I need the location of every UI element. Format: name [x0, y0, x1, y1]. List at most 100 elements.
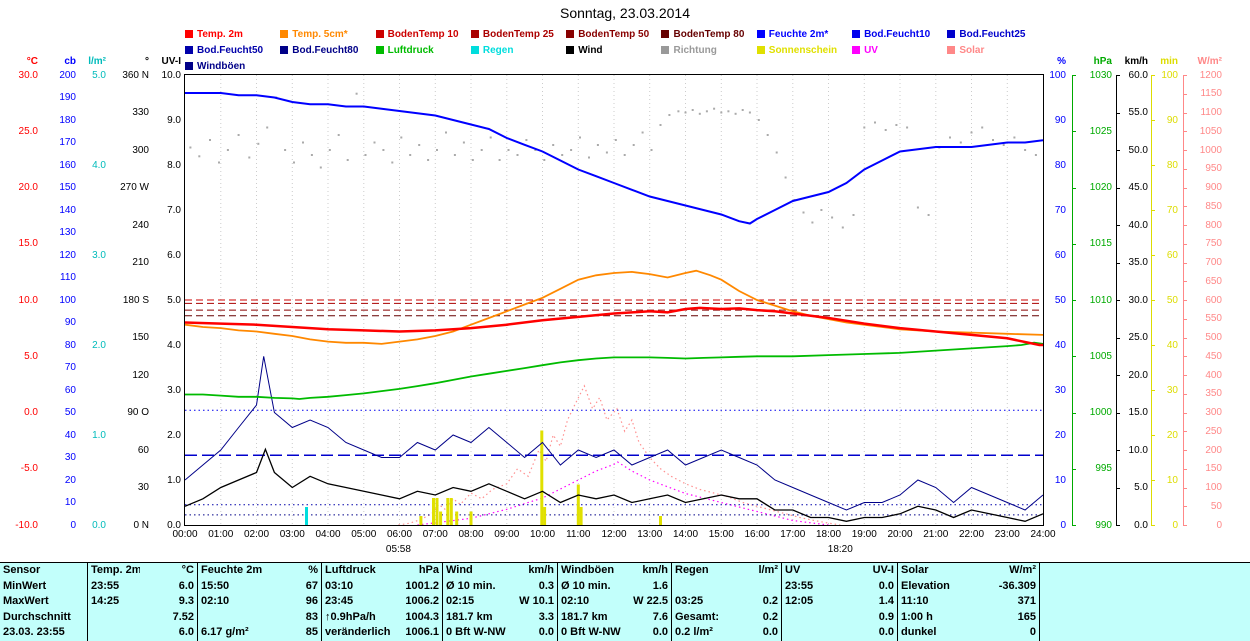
legend-label: Wind — [578, 44, 603, 56]
table-cell: 1006.1 — [395, 625, 443, 641]
axis-tick-cb: 150 — [59, 182, 76, 193]
axis-ruler-tick — [1151, 345, 1155, 346]
axis-ruler-tick — [1072, 412, 1076, 414]
legend-label: Temp. 5cm* — [292, 28, 348, 40]
table-header-cell: km/h — [630, 563, 672, 579]
axis-ruler-tick — [1183, 318, 1187, 320]
axis-tick-min: 40 — [1166, 339, 1178, 351]
axis-tick-cb: 180 — [59, 114, 76, 126]
legend-color-swatch-icon — [852, 46, 861, 54]
axis-ruler-tick — [1183, 356, 1187, 358]
axis-tick-temp: 15.0 — [18, 238, 38, 250]
axis-tick-hpa: 1020 — [1089, 182, 1112, 193]
table-cell — [88, 625, 140, 641]
axis-ruler-tick — [1183, 93, 1187, 95]
table-cell: 83 — [268, 609, 322, 626]
axis-ruler-tick — [1183, 281, 1187, 283]
legend-label: Solar — [959, 44, 985, 56]
axis-tick-lm2: 5.0 — [92, 69, 106, 81]
axis-tick-kmh: 10.0 — [1128, 444, 1148, 456]
axis-tick-cb: 110 — [60, 272, 76, 283]
x-tick-label: 21:00 — [923, 529, 949, 540]
table-header-cell: l/m² — [740, 563, 782, 579]
axis-ruler-tick — [1183, 131, 1187, 133]
legend-color-swatch-icon — [947, 30, 956, 38]
axis-tick-dir: 270 W — [120, 182, 149, 193]
legend-color-swatch-icon — [661, 46, 670, 54]
axis-tick-min: 80 — [1166, 159, 1178, 171]
axis-unit-kmh: km/h — [1124, 56, 1148, 67]
table-cell: 67 — [268, 578, 322, 595]
axis-tick-wm2: 600 — [1205, 294, 1222, 306]
table-cell: 181.7 km — [561, 610, 608, 623]
axis-tick-kmh: 50.0 — [1128, 144, 1148, 156]
axis-ruler-tick — [1183, 300, 1187, 301]
axis-tick-kmh: 15.0 — [1128, 407, 1148, 418]
axis-tick-cb: 120 — [59, 249, 76, 261]
axis-tick-wm2: 200 — [1205, 444, 1222, 456]
table-header-cell: hPa — [395, 563, 443, 579]
axis-tick-uvi: 6.0 — [167, 249, 181, 261]
axis-ruler-tick — [1116, 225, 1120, 226]
axis-unit-min: min — [1160, 56, 1178, 67]
table-cell: 181.7 km — [446, 610, 493, 623]
axis-tick-dir: 210 — [132, 257, 149, 268]
axis-ruler-tick — [1151, 75, 1155, 76]
legend-label: Temp. 2m — [197, 28, 243, 40]
axis-unit-uvi: UV-I — [161, 56, 181, 67]
axis-unit-lm2: l/m² — [88, 56, 106, 67]
table-cell — [1040, 579, 1250, 595]
axis-tick-kmh: 40.0 — [1128, 219, 1148, 231]
axis-tick-pct: 80 — [1054, 159, 1066, 171]
sensor-summary-table: Sensor Temp. 2m °C Feuchte 2m% Luftdruck hPa W… — [0, 562, 1250, 641]
axis-ruler-tick — [1183, 150, 1187, 151]
x-tick-label: 00:00 — [172, 529, 198, 540]
table-cell: 85 — [268, 625, 322, 641]
axis-tick-hpa: 1005 — [1089, 350, 1112, 362]
axis-tick-pct: 10 — [1054, 474, 1066, 486]
axis-tick-uvi: 1.0 — [167, 474, 181, 486]
legend-label: Bod.Feucht10 — [864, 28, 931, 40]
table-cell: W 22.5 — [630, 594, 672, 610]
table-cell: 0.3 — [515, 578, 558, 595]
table-cell: 14:25 — [91, 595, 120, 608]
table-header-cell: UV-I — [850, 563, 898, 579]
x-tick-label: 18:00 — [815, 529, 842, 540]
table-cell: ↑0.9hPa/h — [325, 610, 376, 623]
legend-row: Windböen — [185, 58, 1043, 74]
table-cell: 15:50 — [201, 579, 230, 592]
axis-tick-cb: 140 — [59, 204, 76, 216]
legend-label: BodenTemp 50 — [578, 28, 650, 40]
axis-tick-hpa: 1025 — [1089, 125, 1112, 137]
axis-tick-cb: 130 — [59, 227, 76, 238]
table-cell: 23.03. 23:55 — [0, 625, 88, 641]
axis-ruler-tick — [1183, 243, 1187, 245]
axis-tick-cb: 70 — [64, 362, 76, 373]
axis-tick-cb: 0 — [70, 519, 76, 531]
axis-tick-temp: 30.0 — [18, 69, 38, 81]
axis-ruler-tick — [1116, 375, 1120, 376]
axis-ruler-tick — [1072, 243, 1076, 245]
axis-tick-wm2: 350 — [1205, 388, 1222, 400]
table-cell: 03:10 — [325, 579, 354, 592]
axis-tick-min: 100 — [1161, 69, 1178, 81]
axis-tick-dir: 60 — [137, 444, 149, 456]
table-cell: 0.0 — [850, 625, 898, 641]
table-cell — [1040, 610, 1250, 626]
x-tick-label: 10:00 — [529, 529, 556, 540]
axis-tick-wm2: 950 — [1205, 163, 1222, 175]
table-cell: Gesamt: — [675, 610, 720, 623]
chart-canvas — [184, 75, 1044, 526]
table-header-cell: Regen — [675, 564, 709, 576]
table-cell: Durchschnitt — [0, 609, 88, 626]
table-cell: 0.2 — [740, 594, 782, 610]
axis-ruler-tick — [1151, 255, 1155, 256]
axis-tick-uvi: 2.0 — [167, 429, 181, 441]
table-cell: 1004.3 — [395, 609, 443, 626]
axis-ruler-tick — [1151, 210, 1155, 211]
axis-tick-hpa: 1000 — [1089, 407, 1112, 418]
axis-tick-cb: 20 — [64, 474, 76, 486]
axis-tick-kmh: 5.0 — [1134, 482, 1148, 493]
table-cell: 7.6 — [630, 609, 672, 626]
table-cell: 0.2 — [740, 609, 782, 626]
